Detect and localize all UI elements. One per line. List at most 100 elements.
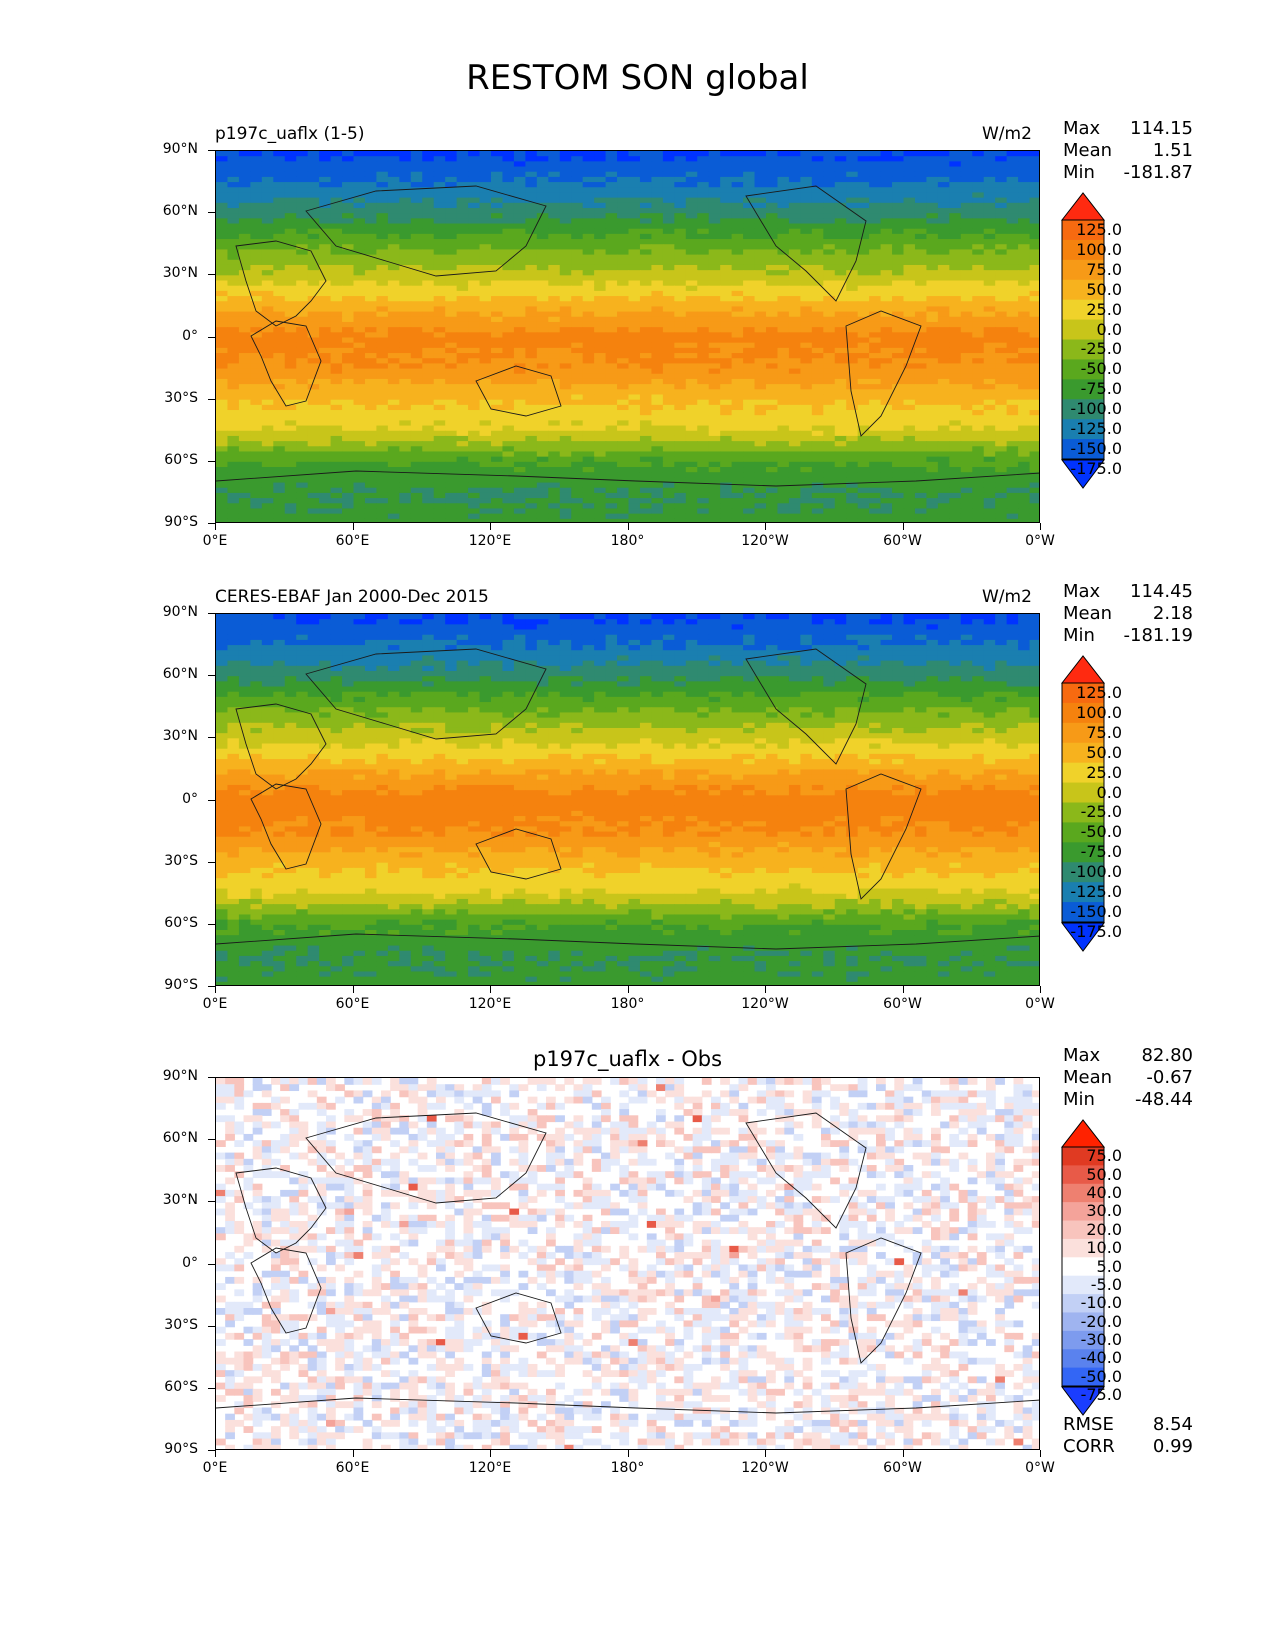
field-cell [548, 368, 561, 375]
field-cell [960, 301, 973, 308]
field-cell [823, 275, 836, 282]
field-cell [903, 306, 916, 313]
field-cell [571, 482, 584, 489]
field-cell [319, 492, 332, 499]
field-cell [445, 410, 458, 416]
field-cell [892, 472, 905, 478]
field-cell [353, 363, 366, 370]
field-cell [823, 487, 836, 494]
field-cell [261, 213, 274, 219]
field-cell [983, 389, 996, 396]
field-cell [857, 223, 870, 230]
field-cell [216, 415, 229, 421]
field-cell [708, 259, 721, 266]
field-cell [880, 187, 893, 194]
field-cell [342, 461, 355, 468]
field-cell [594, 394, 607, 401]
field-cell [937, 321, 950, 328]
field-cell [777, 337, 790, 344]
field-cell [754, 285, 767, 292]
field-cell [983, 280, 996, 287]
field-cell [639, 441, 653, 447]
field-cell [513, 321, 526, 328]
field-cell [364, 332, 378, 339]
field-cell [811, 456, 824, 463]
field-cell [892, 368, 905, 375]
field-cell [445, 301, 458, 308]
field-cell [227, 430, 240, 437]
field-cell [766, 290, 779, 297]
field-cell [720, 254, 733, 261]
field-cell [548, 399, 561, 406]
field-cell [1018, 461, 1031, 468]
field-cell [834, 373, 847, 380]
field-cell [410, 503, 423, 510]
field-cell [491, 363, 504, 370]
field-cell [903, 259, 916, 266]
field-cell [926, 254, 939, 261]
field-cell [697, 451, 710, 458]
field-cell [284, 301, 297, 308]
field-cell [926, 244, 939, 251]
field-cell [399, 451, 412, 458]
field-cell [456, 482, 469, 489]
field-cell [422, 280, 435, 287]
field-cell [330, 342, 343, 349]
field-cell [983, 492, 996, 499]
field-cell [731, 337, 744, 344]
field-cell [284, 280, 297, 287]
field-cell [399, 296, 412, 302]
field-cell [330, 176, 343, 183]
field-cell [720, 218, 733, 225]
field-cell [410, 259, 423, 266]
field-cell [284, 316, 297, 323]
field-cell [766, 280, 779, 287]
field-cell [777, 467, 790, 473]
field-cell [662, 239, 675, 245]
field-cell [972, 161, 985, 168]
field-cell [479, 223, 492, 230]
field-cell [261, 306, 274, 313]
field-cell [892, 197, 905, 204]
field-cell [605, 441, 618, 447]
field-cell [880, 461, 893, 468]
field-cell [674, 378, 687, 385]
field-cell [353, 347, 366, 354]
field-cell [1029, 337, 1039, 344]
field-cell [800, 477, 813, 484]
field-cell [433, 280, 446, 287]
field-cell [731, 394, 744, 401]
field-cell [903, 498, 916, 504]
field-cell [296, 280, 309, 287]
field-cell [433, 301, 446, 308]
field-cell [605, 425, 618, 432]
field-cell [227, 264, 240, 271]
field-cell [834, 275, 847, 282]
field-cell [445, 306, 458, 313]
field-cell [811, 213, 824, 219]
field-cell [743, 394, 756, 401]
field-cell [250, 404, 263, 411]
field-cell [857, 321, 870, 328]
field-cell [342, 404, 355, 411]
field-cell [387, 498, 400, 504]
field-cell [605, 270, 618, 276]
field-cell [960, 378, 973, 385]
field-cell [364, 207, 378, 214]
field-cell [743, 446, 756, 453]
field-cell [800, 332, 813, 339]
field-cell [892, 394, 905, 401]
field-cell [926, 223, 939, 230]
field-cell [708, 311, 721, 318]
field-cell [456, 461, 469, 468]
field-cell [468, 373, 481, 380]
field-cell [639, 156, 653, 162]
field-cell [697, 239, 710, 245]
field-cell [376, 259, 389, 266]
field-cell [788, 296, 801, 302]
field-cell [869, 285, 882, 292]
field-cell [433, 435, 446, 442]
field-cell [513, 233, 526, 240]
field-cell [376, 166, 389, 173]
field-cell [284, 306, 297, 313]
